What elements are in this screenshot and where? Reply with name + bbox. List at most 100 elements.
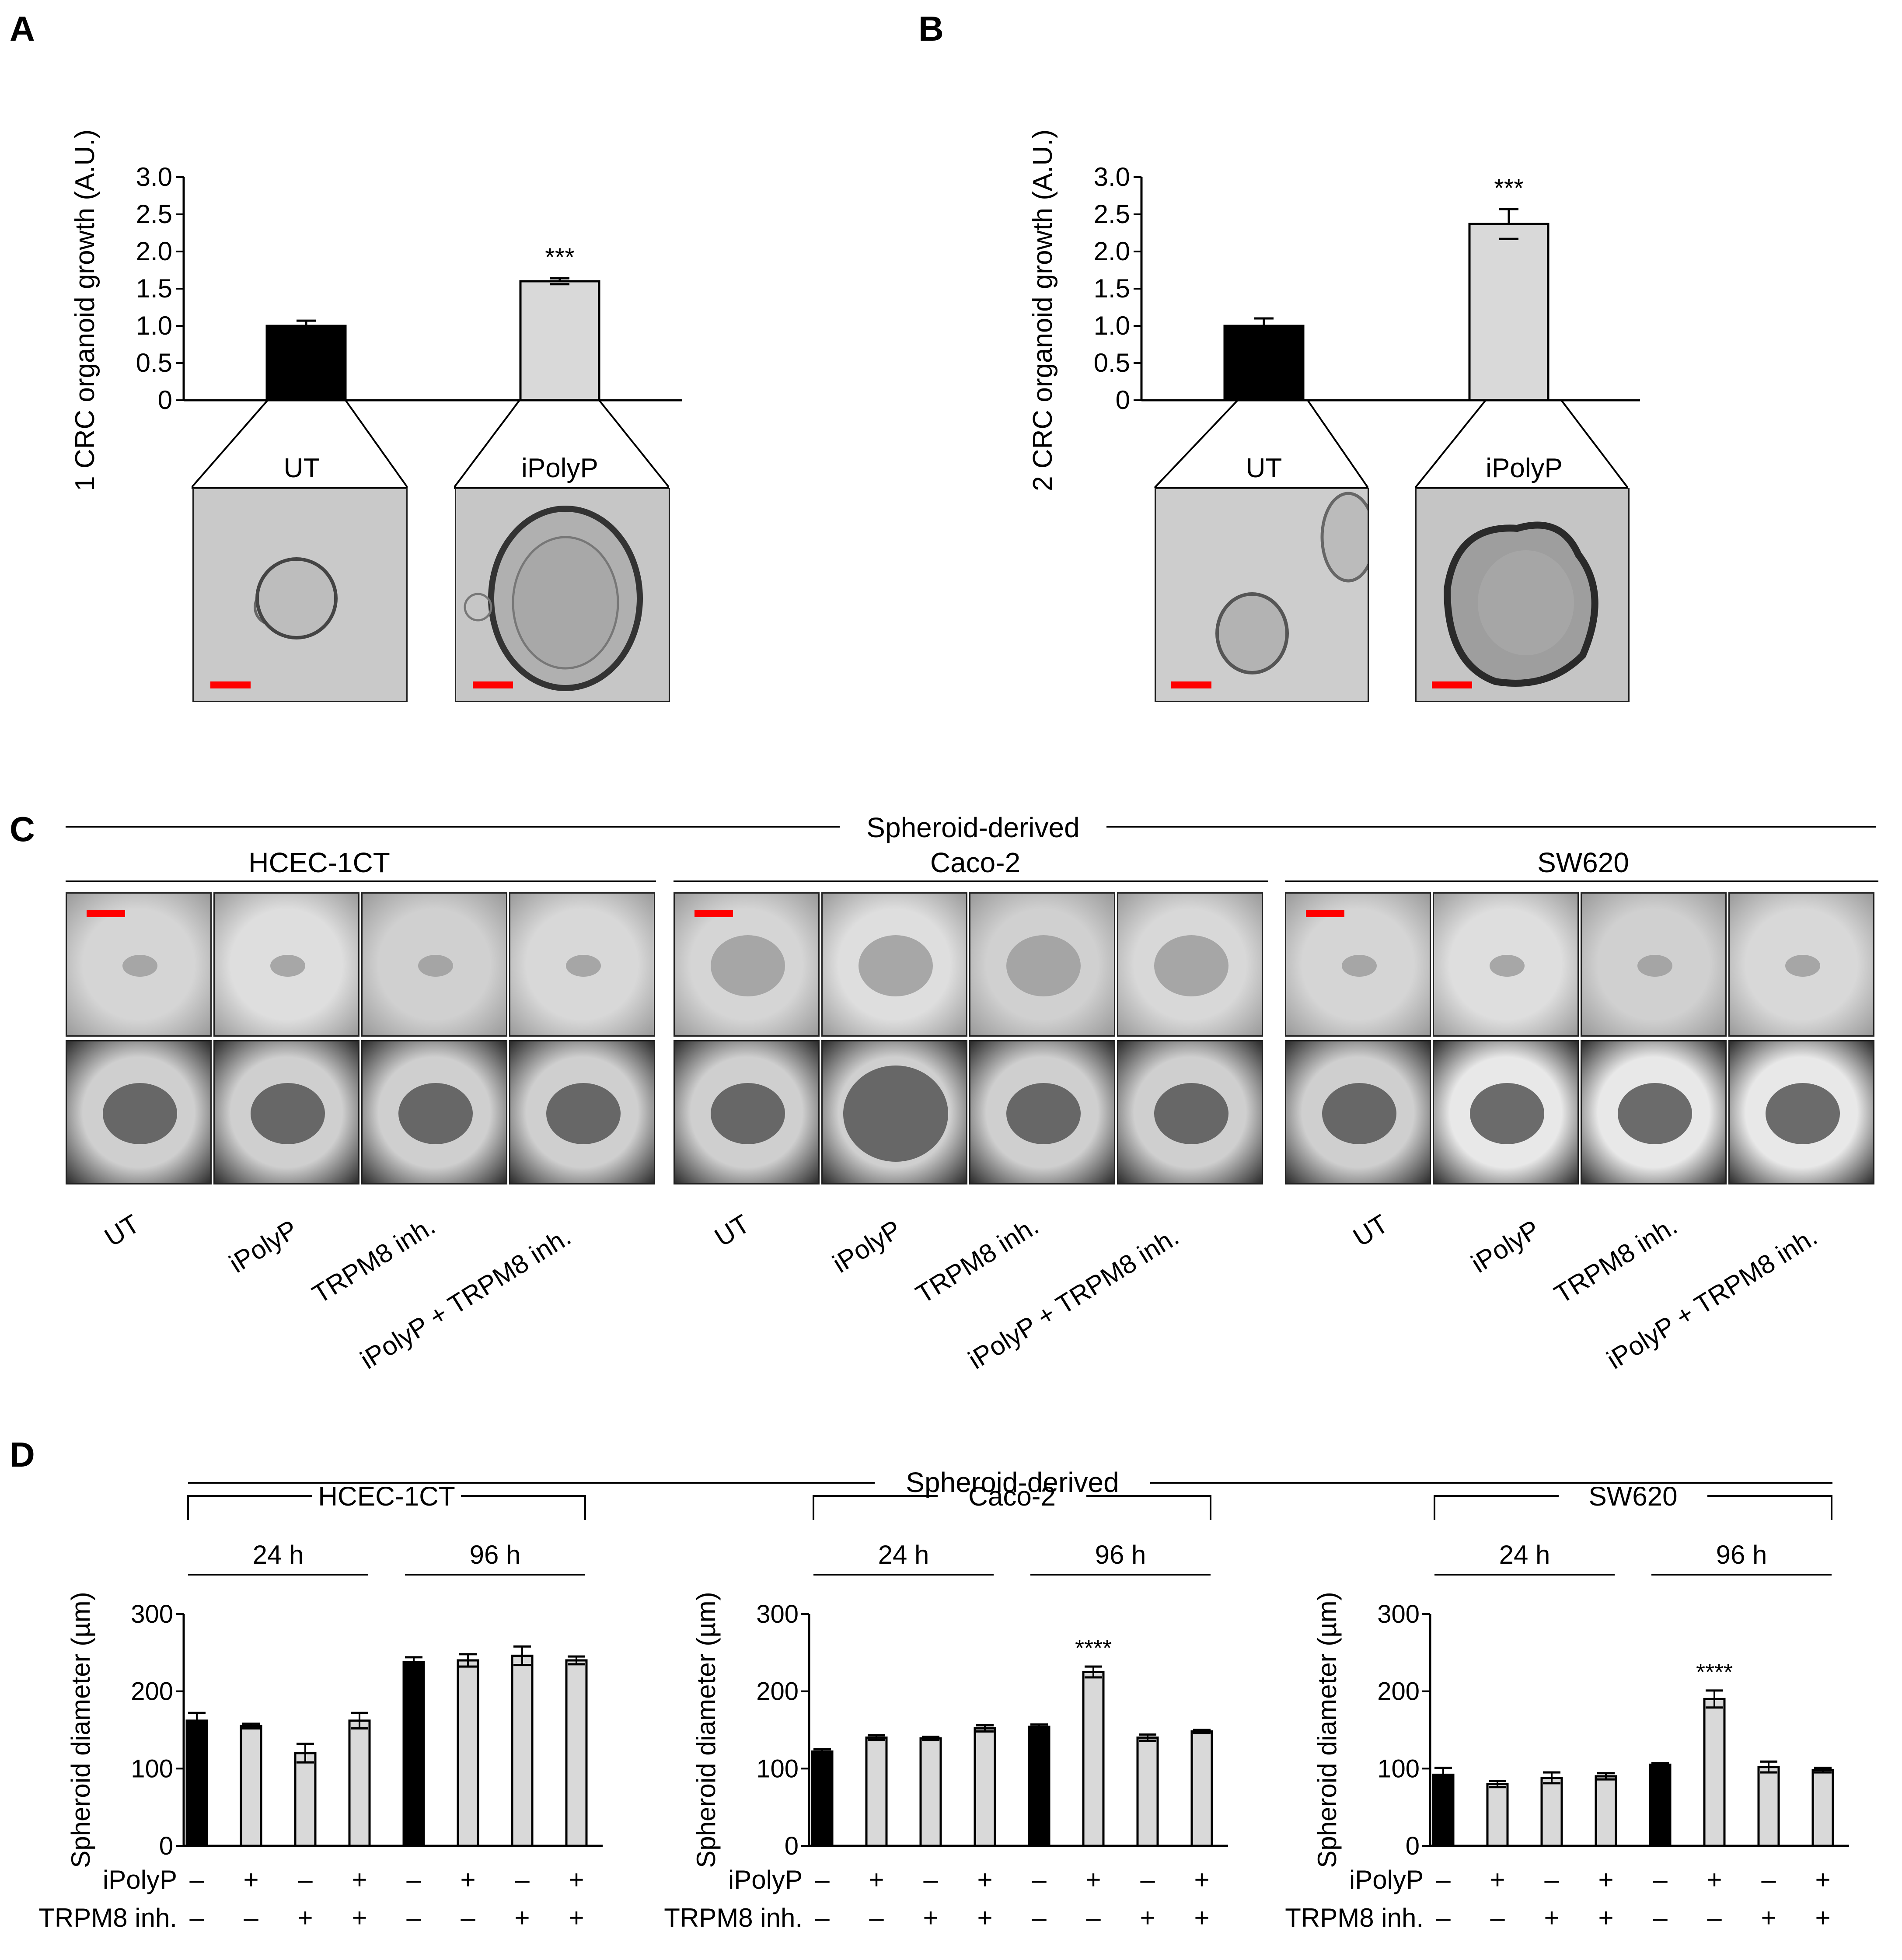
panel-c-header: Spheroid-derived bbox=[866, 812, 1080, 843]
ipolyp-sign: – bbox=[515, 1865, 530, 1894]
ipolyp-sign: – bbox=[1436, 1865, 1451, 1894]
ipolyp-sign: + bbox=[1598, 1865, 1613, 1894]
bar bbox=[457, 1659, 479, 1847]
bar bbox=[1190, 1730, 1213, 1847]
y-tick-label: 200 bbox=[756, 1677, 799, 1706]
group-title: HCEC-1CT bbox=[318, 1487, 455, 1512]
trpm8-sign: + bbox=[1815, 1903, 1830, 1932]
trpm8-sign: + bbox=[923, 1903, 938, 1932]
y-tick-label: 0 bbox=[159, 1832, 173, 1860]
spheroid bbox=[122, 955, 157, 977]
y-tick-label: 0 bbox=[785, 1832, 799, 1860]
bar bbox=[1595, 1775, 1617, 1847]
group-title: SW620 bbox=[1588, 1487, 1677, 1512]
bar bbox=[811, 1750, 834, 1847]
trpm8-row-label: TRPM8 inh. bbox=[1285, 1903, 1424, 1932]
spheroid-micrograph bbox=[1285, 1040, 1431, 1184]
y-tick-label: 0 bbox=[1406, 1832, 1420, 1860]
y-tick-label: 100 bbox=[131, 1754, 173, 1783]
spheroid bbox=[418, 955, 453, 977]
y-tick-label: 0 bbox=[1116, 385, 1130, 415]
spheroid bbox=[1766, 1083, 1840, 1144]
trpm8-row-label: TRPM8 inh. bbox=[664, 1903, 803, 1932]
bar bbox=[240, 1725, 262, 1847]
y-tick-label: 3.0 bbox=[136, 162, 172, 192]
ipolyp-sign: – bbox=[406, 1865, 421, 1894]
scale-bar bbox=[1171, 681, 1211, 688]
spheroid-micrograph bbox=[969, 892, 1115, 1037]
condition-label: iPolyP bbox=[1466, 1214, 1545, 1279]
panel-c-header-lines bbox=[66, 826, 1878, 882]
ipolyp-sign: – bbox=[1761, 1865, 1776, 1894]
bar bbox=[919, 1737, 942, 1847]
spheroid-micrograph bbox=[821, 892, 967, 1037]
ipolyp-sign: – bbox=[923, 1865, 938, 1894]
spheroid-micrograph bbox=[674, 892, 820, 1037]
spheroid-micrograph bbox=[509, 1040, 655, 1184]
group-title: Caco-2 bbox=[968, 1487, 1056, 1512]
trpm8-sign: + bbox=[1761, 1903, 1776, 1932]
spheroid bbox=[1342, 955, 1377, 977]
bar bbox=[185, 1719, 208, 1847]
bar bbox=[402, 1661, 425, 1847]
trpm8-row-label: TRPM8 inh. bbox=[38, 1903, 177, 1932]
timepoint-label: 96 h bbox=[470, 1540, 521, 1569]
y-tick-label: 0.5 bbox=[136, 348, 172, 377]
spheroid-micrograph bbox=[1285, 892, 1431, 1037]
ipolyp-sign: + bbox=[977, 1865, 992, 1894]
ipolyp-sign: – bbox=[1032, 1865, 1047, 1894]
ipolyp-sign: – bbox=[1140, 1865, 1155, 1894]
ipolyp-sign: – bbox=[815, 1865, 830, 1894]
spheroid-micrograph bbox=[1581, 892, 1727, 1037]
spheroid-micrograph bbox=[213, 1040, 359, 1184]
ipolyp-sign: – bbox=[1544, 1865, 1559, 1894]
trpm8-sign: – bbox=[815, 1903, 830, 1932]
trpm8-sign: – bbox=[1653, 1903, 1668, 1932]
group-bracket bbox=[461, 1495, 586, 1520]
micrograph-b-ipolyp bbox=[1415, 488, 1630, 702]
bar bbox=[1486, 1783, 1509, 1847]
spheroid bbox=[1154, 935, 1228, 996]
scale-bar bbox=[87, 910, 125, 917]
bar bbox=[865, 1736, 888, 1847]
y-axis-label: Spheroid diameter (µm) bbox=[691, 1592, 721, 1868]
spheroid-micrograph bbox=[1117, 1040, 1263, 1184]
bar bbox=[1757, 1766, 1780, 1847]
spheroid bbox=[1154, 1083, 1228, 1144]
ipolyp-sign: + bbox=[1707, 1865, 1722, 1894]
significance-label: *** bbox=[1494, 174, 1524, 203]
bar bbox=[1082, 1671, 1105, 1847]
ipolyp-sign: + bbox=[1194, 1865, 1209, 1894]
trpm8-sign: – bbox=[406, 1903, 421, 1932]
ipolyp-sign: + bbox=[1490, 1865, 1505, 1894]
ipolyp-row-label: iPolyP bbox=[103, 1865, 177, 1894]
spheroid-micrograph bbox=[66, 892, 212, 1037]
y-tick-label: 100 bbox=[1377, 1754, 1420, 1783]
spheroid bbox=[1006, 935, 1081, 996]
group-bracket bbox=[187, 1495, 312, 1520]
y-tick-label: 0.5 bbox=[1094, 348, 1130, 377]
bar bbox=[1811, 1769, 1834, 1847]
spheroid bbox=[546, 1083, 621, 1144]
y-tick-label: 1.0 bbox=[1094, 311, 1130, 340]
y-tick-label: 2.0 bbox=[1094, 237, 1130, 266]
spheroid-micrograph bbox=[674, 1040, 820, 1184]
group-bracket bbox=[813, 1495, 938, 1520]
y-tick-label: 100 bbox=[756, 1754, 799, 1783]
trpm8-sign: – bbox=[869, 1903, 884, 1932]
ipolyp-sign: – bbox=[189, 1865, 204, 1894]
spheroid-micrograph bbox=[969, 1040, 1115, 1184]
y-tick-label: 300 bbox=[756, 1600, 799, 1628]
spheroid-micrograph bbox=[361, 1040, 507, 1184]
ipolyp-sign: + bbox=[1815, 1865, 1830, 1894]
trpm8-sign: + bbox=[1544, 1903, 1559, 1932]
spheroid bbox=[398, 1083, 473, 1144]
spheroid-micrograph bbox=[66, 1040, 212, 1184]
trpm8-sign: + bbox=[1140, 1903, 1155, 1932]
trpm8-sign: – bbox=[244, 1903, 258, 1932]
ipolyp-sign: + bbox=[869, 1865, 884, 1894]
trpm8-sign: + bbox=[297, 1903, 313, 1932]
y-tick-label: 200 bbox=[131, 1677, 173, 1706]
spheroid-micrograph bbox=[1433, 1040, 1579, 1184]
ipolyp-row-label: iPolyP bbox=[1349, 1865, 1424, 1894]
